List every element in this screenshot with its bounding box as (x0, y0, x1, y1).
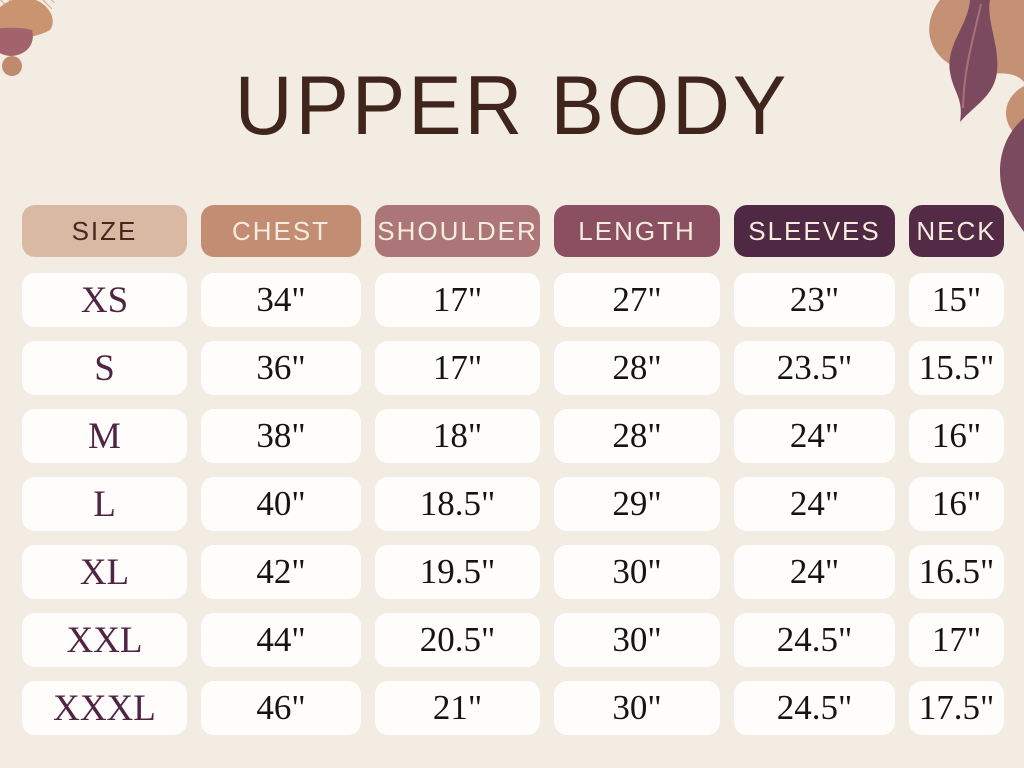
length-value-cell: 28" (554, 341, 720, 395)
tan-dome-shape (0, 0, 53, 39)
table-row-l: L 40" 18.5" 29" 24" 16" (22, 477, 1004, 531)
size-cell: XXXL (22, 681, 187, 735)
size-cell: XS (22, 273, 187, 327)
neck-value-cell: 17" (909, 613, 1004, 667)
neck-value-cell: 16" (909, 477, 1004, 531)
length-value-cell: 30" (554, 681, 720, 735)
table-row-xs: XS 34" 17" 27" 23" 15" (22, 273, 1004, 327)
chest-value-cell: 46" (201, 681, 361, 735)
chest-value-cell: 38" (201, 409, 361, 463)
size-cell: XXL (22, 613, 187, 667)
shoulder-value-cell: 19.5" (375, 545, 540, 599)
table-row-m: M 38" 18" 28" 24" 16" (22, 409, 1004, 463)
table-row-xl: XL 42" 19.5" 30" 24" 16.5" (22, 545, 1004, 599)
table-row-xxxl: XXXL 46" 21" 30" 24.5" 17.5" (22, 681, 1004, 735)
chest-value-cell: 36" (201, 341, 361, 395)
chest-value-cell: 44" (201, 613, 361, 667)
mauve-dome-shape (0, 27, 33, 56)
shoulder-value-cell: 21" (375, 681, 540, 735)
table-header-row: SIZE CHEST SHOULDER LENGTH SLEEVES NECK (22, 205, 1004, 257)
length-value-cell: 28" (554, 409, 720, 463)
column-header-neck: NECK (909, 205, 1004, 257)
sleeves-value-cell: 24.5" (734, 613, 895, 667)
chest-value-cell: 34" (201, 273, 361, 327)
neck-value-cell: 15.5" (909, 341, 1004, 395)
table-row-xxl: XXL 44" 20.5" 30" 24.5" 17" (22, 613, 1004, 667)
neck-value-cell: 15" (909, 273, 1004, 327)
sleeves-value-cell: 24" (734, 477, 895, 531)
shoulder-value-cell: 17" (375, 341, 540, 395)
hatched-circle-shape (0, 0, 56, 30)
length-value-cell: 29" (554, 477, 720, 531)
chest-value-cell: 42" (201, 545, 361, 599)
sleeves-value-cell: 24.5" (734, 681, 895, 735)
neck-value-cell: 16.5" (909, 545, 1004, 599)
neck-value-cell: 17.5" (909, 681, 1004, 735)
shoulder-value-cell: 20.5" (375, 613, 540, 667)
page-title: UPPER BODY (234, 59, 790, 152)
column-header-size: SIZE (22, 205, 187, 257)
column-header-sleeves: SLEEVES (734, 205, 895, 257)
shoulder-value-cell: 17" (375, 273, 540, 327)
column-header-chest: CHEST (201, 205, 361, 257)
chest-value-cell: 40" (201, 477, 361, 531)
shoulder-value-cell: 18" (375, 409, 540, 463)
table-body: XS 34" 17" 27" 23" 15" S 36" 17" 28" 23.… (22, 273, 1004, 735)
length-value-cell: 27" (554, 273, 720, 327)
neck-value-cell: 16" (909, 409, 1004, 463)
sleeves-value-cell: 23.5" (734, 341, 895, 395)
length-value-cell: 30" (554, 613, 720, 667)
size-cell: M (22, 409, 187, 463)
table-row-s: S 36" 17" 28" 23.5" 15.5" (22, 341, 1004, 395)
column-header-length: LENGTH (554, 205, 720, 257)
sleeves-value-cell: 24" (734, 545, 895, 599)
size-cell: S (22, 341, 187, 395)
sleeves-value-cell: 24" (734, 409, 895, 463)
size-cell: XL (22, 545, 187, 599)
length-value-cell: 30" (554, 545, 720, 599)
column-header-shoulder: SHOULDER (375, 205, 540, 257)
sleeves-value-cell: 23" (734, 273, 895, 327)
size-table: SIZE CHEST SHOULDER LENGTH SLEEVES NECK … (22, 205, 1004, 735)
shoulder-value-cell: 18.5" (375, 477, 540, 531)
size-cell: L (22, 477, 187, 531)
